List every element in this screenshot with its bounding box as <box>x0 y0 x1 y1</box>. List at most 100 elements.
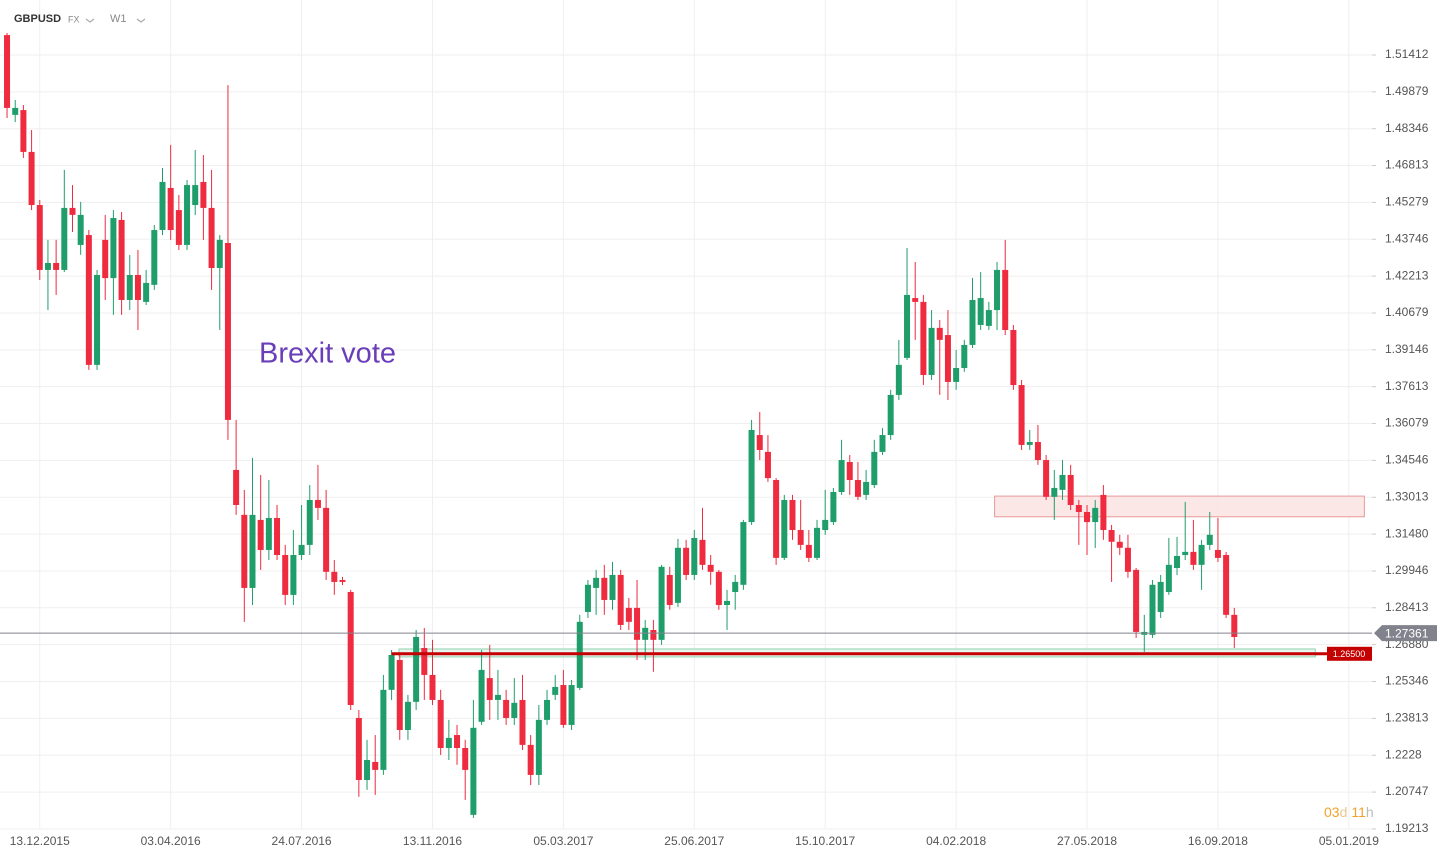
candle-body <box>846 461 853 481</box>
candle-body <box>674 547 681 603</box>
candle-body <box>683 547 690 575</box>
candle-body <box>732 581 739 593</box>
candle-body <box>764 451 771 479</box>
candle-body <box>871 451 878 486</box>
x-tick-label: 24.07.2016 <box>272 834 332 848</box>
candle-body <box>601 577 608 600</box>
x-tick-label: 13.12.2015 <box>10 834 70 848</box>
candle-body <box>1043 460 1050 497</box>
candle-body <box>912 298 919 302</box>
candle-body <box>617 574 624 625</box>
candle-body <box>838 460 845 493</box>
candle-body <box>953 367 960 382</box>
countdown: 03d 11h <box>1324 804 1374 820</box>
candle-body <box>1075 505 1082 512</box>
timeframe[interactable]: W1 <box>110 13 127 25</box>
y-tick-label: 1.46813 <box>1385 158 1429 172</box>
y-tick-label: 1.2228 <box>1385 747 1422 761</box>
y-tick-label: 1.45279 <box>1385 195 1429 209</box>
candle-body <box>298 544 305 555</box>
candle-body <box>1051 487 1058 497</box>
candle-body <box>85 235 92 365</box>
candle-body <box>519 699 526 745</box>
candle-body <box>454 735 461 749</box>
candle-body <box>699 539 706 565</box>
y-tick-label: 1.33013 <box>1385 489 1429 503</box>
candle-body <box>372 761 379 770</box>
candle-body <box>797 530 804 545</box>
candle-body <box>208 207 215 269</box>
candle-body <box>985 310 992 326</box>
candle-body <box>961 344 968 368</box>
candle-body <box>1214 549 1221 558</box>
price-label-box <box>1374 625 1437 642</box>
candle-body <box>1100 494 1107 530</box>
candle-body <box>44 262 51 270</box>
candle-body <box>1157 581 1164 612</box>
candle-body <box>36 205 43 270</box>
candle-body <box>331 571 338 582</box>
candle-body <box>494 694 501 700</box>
y-tick-label: 1.49879 <box>1385 84 1429 98</box>
candle-body <box>257 519 264 550</box>
candle-body <box>486 678 493 700</box>
candle-body <box>584 584 591 612</box>
candle-body <box>323 507 330 572</box>
candle-body <box>1165 564 1172 593</box>
y-tick-label: 1.25346 <box>1385 674 1429 688</box>
candle-body <box>20 110 27 152</box>
countdown-hours: 11 <box>1351 804 1366 820</box>
candle-body <box>535 719 542 775</box>
candle-body <box>887 394 894 436</box>
candle-body <box>724 600 731 605</box>
candle-body <box>1174 555 1181 568</box>
candle-body <box>151 230 158 285</box>
zone <box>994 495 1365 518</box>
candle-body <box>184 185 191 245</box>
x-tick-label: 05.01.2019 <box>1319 834 1379 848</box>
y-tick-label: 1.42213 <box>1385 268 1429 282</box>
candle-body <box>895 364 902 395</box>
y-tick-label: 1.29946 <box>1385 563 1429 577</box>
symbol[interactable]: GBPUSD <box>14 13 61 25</box>
candle-body <box>12 107 19 115</box>
countdown-day-unit: d <box>1340 804 1348 820</box>
candle-body <box>691 537 698 575</box>
market-dropdown[interactable] <box>85 18 95 23</box>
candle-body <box>642 627 649 640</box>
y-tick-label: 1.48346 <box>1385 121 1429 135</box>
y-tick-label: 1.40679 <box>1385 305 1429 319</box>
y-tick-label: 1.39146 <box>1385 342 1429 356</box>
x-tick-label: 16.09.2018 <box>1188 834 1248 848</box>
candle-body <box>740 522 747 585</box>
candle-body <box>1108 530 1115 542</box>
x-tick-label: 05.03.2017 <box>533 834 593 848</box>
candle-body <box>134 274 141 300</box>
y-tick-label: 1.20747 <box>1385 784 1429 798</box>
candle-body <box>920 301 927 375</box>
candle-body <box>969 299 976 345</box>
candle-body <box>192 185 199 206</box>
candle-body <box>773 480 780 558</box>
timeframe-dropdown[interactable] <box>136 18 146 23</box>
candle-body <box>380 689 387 770</box>
candle-body <box>249 514 256 588</box>
candle-body <box>53 262 60 270</box>
candle-body <box>1231 614 1238 637</box>
candle-body <box>396 660 403 730</box>
candle-body <box>1084 511 1091 523</box>
candle-body <box>404 701 411 730</box>
price-label: 1.26500 <box>1333 649 1366 659</box>
candle-body <box>830 492 837 523</box>
candle-body <box>241 514 248 588</box>
candle-body <box>28 151 35 206</box>
price-label-box <box>1327 646 1372 661</box>
x-tick-label: 25.06.2017 <box>664 834 724 848</box>
candle-body <box>167 187 174 231</box>
candle-body <box>814 527 821 558</box>
candle-body <box>854 480 861 497</box>
overlay: 1.27361 1.26500 <box>0 625 1437 661</box>
market[interactable]: FX <box>68 14 80 24</box>
price-label: 1.27361 <box>1385 626 1429 640</box>
candle-body <box>1067 474 1074 506</box>
